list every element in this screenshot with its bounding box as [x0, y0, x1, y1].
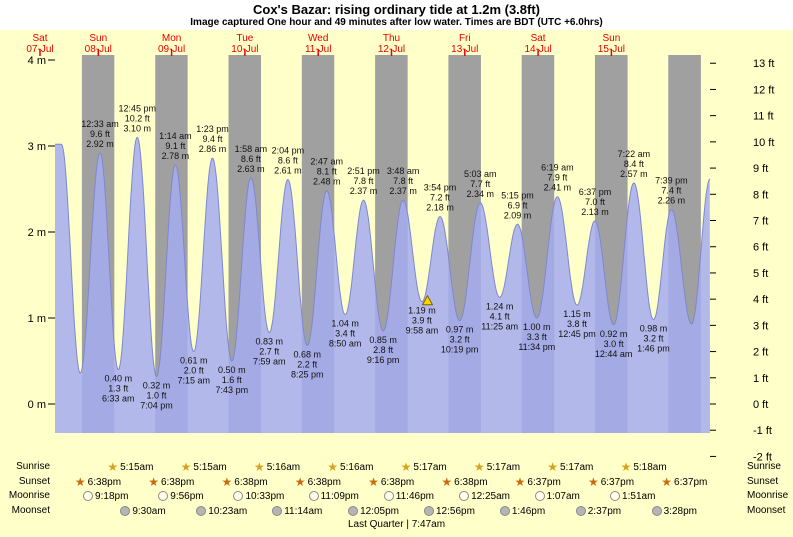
high-tide-annotation: 7:39 pm 7.4 ft 2.26 m — [655, 176, 688, 206]
y-axis-left-label: 4 m — [28, 55, 46, 67]
high-tide-annotation: 1:23 pm 9.4 ft 2.86 m — [196, 124, 229, 154]
y-axis-right-label: 12 ft — [753, 84, 774, 96]
low-tide-annotation: 0.85 m 2.8 ft 9:16 pm — [367, 335, 400, 365]
high-tide-annotation: 1:14 am 9.1 ft 2.78 m — [159, 131, 192, 161]
low-tide-annotation: 0.97 m 3.2 ft 10:19 pm — [441, 325, 479, 355]
low-tide-annotation: 0.40 m 1.3 ft 6:33 am — [102, 374, 135, 404]
high-tide-annotation: 3:54 pm 7.2 ft 2.18 m — [424, 183, 457, 213]
moon-phase-footer: Last Quarter | 7:47am — [347, 519, 446, 530]
y-axis-right-label: 4 ft — [753, 294, 768, 306]
low-tide-annotation: 1.00 m 3.3 ft 11:34 pm — [518, 322, 555, 352]
y-axis-right-label: 5 ft — [753, 268, 768, 280]
high-tide-annotation: 12:33 am 9.6 ft 2.92 m — [81, 119, 119, 149]
chart-title: Cox's Bazar: rising ordinary tide at 1.2… — [253, 2, 540, 17]
chart-header: Cox's Bazar: rising ordinary tide at 1.2… — [0, 0, 793, 30]
y-axis-right-label: 0 ft — [753, 399, 768, 411]
low-tide-annotation: 1.19 m 3.9 ft 9:58 am — [406, 306, 439, 336]
low-tide-annotation: 0.92 m 3.0 ft 12:44 am — [595, 329, 633, 359]
low-tide-annotation: 0.98 m 3.2 ft 1:46 pm — [637, 324, 670, 354]
y-axis-left-label: 0 m — [28, 399, 46, 411]
low-tide-annotation: 0.32 m 1.0 ft 7:04 pm — [140, 380, 173, 410]
y-axis-right-label: 6 ft — [753, 242, 768, 254]
low-tide-annotation: 1.15 m 3.8 ft 12:45 pm — [558, 309, 596, 339]
y-axis-right-label: 3 ft — [753, 320, 768, 332]
high-tide-annotation: 12:45 pm 10.2 ft 3.10 m — [118, 103, 156, 133]
y-axis-right-label: 11 ft — [753, 111, 774, 123]
low-tide-annotation: 0.83 m 2.7 ft 7:59 am — [253, 337, 286, 367]
high-tide-annotation: 6:19 am 7.9 ft 2.41 m — [541, 163, 574, 193]
low-tide-annotation: 0.50 m 1.6 ft 7:43 pm — [216, 365, 249, 395]
high-tide-annotation: 1:58 am 8.6 ft 2.63 m — [235, 144, 268, 174]
high-tide-annotation: 6:37 pm 7.0 ft 2.13 m — [579, 187, 612, 217]
y-axis-right-label: 13 ft — [753, 58, 774, 70]
chart-subtitle: Image captured One hour and 49 minutes a… — [190, 17, 603, 28]
y-axis-right-label: 7 ft — [753, 216, 768, 228]
high-tide-annotation: 3:48 am 7.8 ft 2.37 m — [387, 166, 420, 196]
y-axis-right-label: 9 ft — [753, 163, 768, 175]
high-tide-annotation: 2:04 pm 8.6 ft 2.61 m — [272, 146, 305, 176]
high-tide-annotation: 7:22 am 8.4 ft 2.57 m — [618, 149, 651, 179]
low-tide-annotation: 0.61 m 2.0 ft 7:15 am — [177, 356, 210, 386]
high-tide-annotation: 2:47 am 8.1 ft 2.48 m — [310, 157, 343, 187]
y-axis-left-label: 2 m — [28, 227, 46, 239]
high-tide-annotation: 2:51 pm 7.8 ft 2.37 m — [347, 166, 380, 196]
y-axis-right-label: 1 ft — [753, 373, 768, 385]
y-axis-left-label: 3 m — [28, 141, 46, 153]
low-tide-annotation: 0.68 m 2.2 ft 8:25 pm — [291, 350, 324, 380]
y-axis-left-label: 1 m — [28, 313, 46, 325]
current-tide-marker — [421, 294, 434, 306]
y-axis-right-label: -2 ft — [753, 451, 772, 463]
high-tide-annotation: 5:03 am 7.7 ft 2.34 m — [464, 169, 497, 199]
y-axis-right-label: 2 ft — [753, 347, 768, 359]
y-axis-right-label: 10 ft — [753, 137, 774, 149]
high-tide-annotation: 5:15 pm 6.9 ft 2.09 m — [501, 190, 534, 220]
y-axis-right-label: 8 ft — [753, 189, 768, 201]
low-tide-annotation: 1.24 m 4.1 ft 11:25 am — [481, 301, 518, 331]
tide-curve — [55, 136, 711, 378]
y-axis-right-label: -1 ft — [753, 425, 772, 437]
low-tide-annotation: 1.04 m 3.4 ft 8:50 am — [329, 319, 362, 349]
